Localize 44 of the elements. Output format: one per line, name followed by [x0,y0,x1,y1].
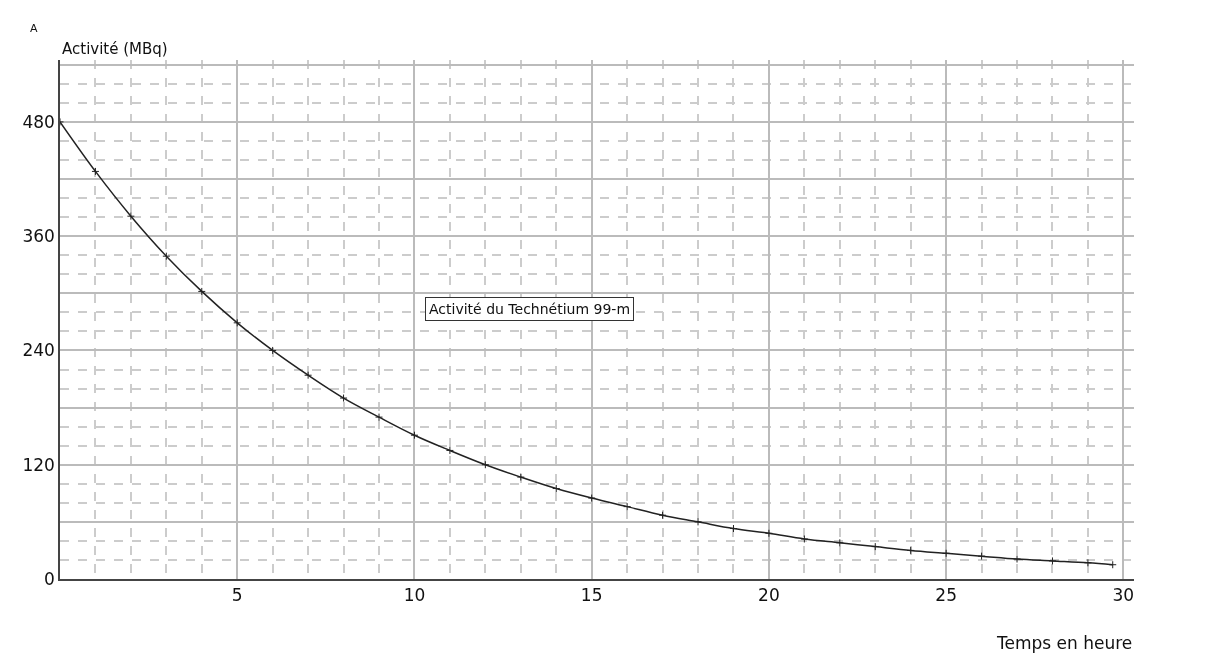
x-tick-label: 30 [1112,585,1135,606]
point [800,535,809,543]
y-tick-label: 0 [44,568,55,589]
point [552,484,561,493]
point [694,517,703,526]
point [587,494,596,503]
point [268,346,277,355]
point [942,549,951,558]
point [623,502,632,511]
point [126,212,135,221]
x-tick-label: 25 [935,585,957,606]
point [197,287,206,296]
point [304,371,313,380]
point [481,460,490,469]
point [764,529,773,538]
x-tick-label: 15 [580,585,603,606]
point [162,252,171,261]
y-tick-label: 120 [22,454,55,475]
point [1013,555,1022,563]
point [835,538,844,547]
point [410,431,419,440]
point [339,394,348,403]
y-tick-label: 480 [22,111,55,132]
x-tick-label: 20 [758,585,780,606]
point [375,413,384,422]
point [906,546,915,555]
x-tick-label: 10 [403,585,426,606]
point [1083,558,1092,567]
point [91,167,100,176]
point [516,473,525,482]
point [233,318,242,327]
point [1048,556,1057,565]
x-axis-title: Temps en heure [996,633,1133,653]
point [871,542,880,551]
point [445,446,454,455]
y-axis-title: Activité (MBq) [62,40,168,58]
y-tick-label: 360 [22,226,55,247]
x-tick-label: 5 [231,585,243,606]
y-tick-label: 240 [22,340,55,361]
point [977,552,986,561]
text: A [30,22,38,35]
point [658,511,667,520]
point [1108,560,1117,569]
annotation: Activité du Technétium 99-m [429,301,631,317]
